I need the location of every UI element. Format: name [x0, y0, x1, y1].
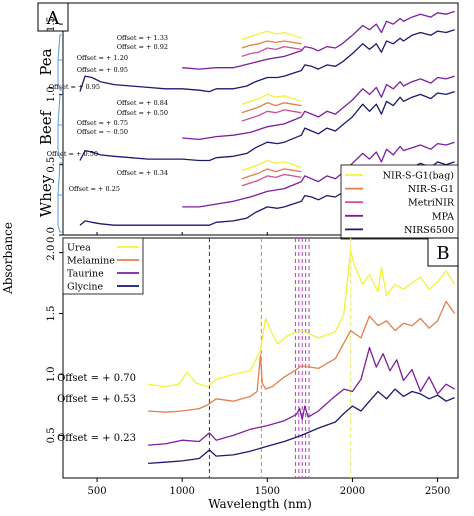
panel-b-marker-lines: [208, 238, 352, 478]
series-line-pea-metrinir: [241, 45, 302, 58]
series-line-beef-nir-s-g1: [241, 102, 302, 114]
y-tick-label: 0.0: [46, 227, 57, 243]
legend-label: Urea: [67, 243, 91, 254]
series-line-pea-nir-s-g1: [241, 40, 302, 49]
offset-label: Offset = + 1.20: [77, 54, 128, 62]
legend-label: NIR-S-G1: [408, 184, 454, 195]
group-brackets: [57, 34, 63, 233]
y-axis-label: Absorbance: [1, 222, 15, 295]
series-line-whey-metrinir: [241, 173, 302, 187]
y-tick-label: 2.0: [46, 245, 57, 261]
legend-label: MetriNIR: [408, 198, 455, 209]
y-tick-label: 0.5: [46, 157, 57, 173]
panel-a-frame: [62, 2, 459, 236]
bracket-beef: [57, 94, 63, 159]
panel-a-legend: NIR-S-G1(bag) NIR-S-G1 MetriNIR MPA NIRS6500: [340, 164, 459, 240]
series-line-glycine: [148, 388, 455, 465]
series-line-pea-nirs6500: [79, 29, 455, 93]
group-label-beef: Beef: [37, 109, 55, 145]
legend-label: MPA: [432, 211, 454, 222]
panel-b-series: [148, 249, 456, 465]
x-tick-label: 1500: [255, 486, 280, 497]
offset-label: Offset = + 0.25: [69, 185, 120, 193]
series-line-melamine: [148, 300, 456, 413]
offset-label: Offset = + 0.50: [117, 109, 168, 117]
series-line-whey-mpa: [182, 141, 455, 208]
x-tick-label: 1000: [169, 486, 194, 497]
series-line-pea-mpa: [182, 10, 455, 70]
panel-b-label-box: [427, 237, 459, 267]
series-line-whey-nir-s-g1: [241, 168, 302, 180]
panel-b-label: B: [436, 243, 449, 264]
series-line-beef-nirs6500: [79, 90, 455, 162]
series-line-pea-nir-s-g1-bag-: [241, 30, 302, 41]
series-line-beef-nir-s-g1-bag-: [241, 93, 302, 105]
panel-b-offset-labels: Offset = + 0.70 Offset = + 0.53 Offset = +…: [57, 373, 136, 444]
y-tick-label: 0.5: [46, 427, 57, 443]
legend-label: Melamine: [67, 256, 115, 267]
offset-label: Offset = + 0.70: [57, 373, 136, 384]
legend-label: NIR-S-G1(bag): [383, 171, 454, 182]
offset-label: Offset = + 0.84: [117, 99, 168, 107]
offset-label: Offset = + 0.34: [117, 169, 168, 177]
offset-label: Offset = + 0.75: [77, 119, 128, 127]
legend-label: Glycine: [67, 282, 103, 293]
offset-label: Offset = + 0.50: [47, 150, 98, 158]
y-tick-label: 1.5: [46, 306, 57, 322]
panel-b-frame: [62, 237, 459, 479]
bracket-whey: [57, 162, 63, 233]
offset-label: Offset = + 1.33: [117, 34, 168, 42]
bracket-pea: [57, 34, 63, 91]
legend-label: NIRS6500: [404, 225, 454, 236]
panel-a-label: A: [46, 8, 61, 29]
panel-b: B 0.5 1.0 1.5 2.0 500 1000 1500 2000 2500 Offset…: [46, 237, 459, 497]
series-line-beef-metrinir: [241, 109, 302, 122]
series-line-urea: [148, 249, 456, 388]
offset-label: Offset = + 0.95: [77, 66, 128, 74]
offset-label: Offset = + 0.92: [117, 43, 168, 51]
offset-label: Offset = + 0.53: [57, 394, 136, 405]
group-label-pea: Pea: [37, 48, 55, 75]
legend-label: Taurine: [67, 269, 104, 280]
x-tick-label: 2500: [425, 486, 450, 497]
offset-label: Offset = + 0.23: [57, 433, 136, 444]
offset-label: Offset = + 0.95: [49, 83, 100, 91]
panel-b-axes: 0.5 1.0 1.5 2.0 500 1000 1500 2000 2500: [46, 245, 450, 497]
y-tick-label: 1.0: [46, 86, 57, 102]
x-tick-label: 500: [88, 486, 107, 497]
y-tick-label: 1.0: [46, 366, 57, 382]
x-axis-label: Wavelength (nm): [208, 497, 312, 511]
group-label-whey: Whey: [37, 174, 55, 217]
x-tick-label: 2000: [340, 486, 365, 497]
y-tick-label: 1.5: [46, 16, 57, 32]
series-line-beef-mpa: [182, 75, 455, 141]
panel-b-legend: Urea Melamine Taurine Glycine: [62, 237, 144, 295]
offset-label: Offset = − 0.50: [77, 128, 128, 136]
panel-a-series: [79, 10, 455, 226]
series-line-taurine: [148, 346, 455, 446]
panel-a-label-box: [37, 2, 69, 32]
series-line-whey-nir-s-g1-bag-: [241, 159, 302, 171]
